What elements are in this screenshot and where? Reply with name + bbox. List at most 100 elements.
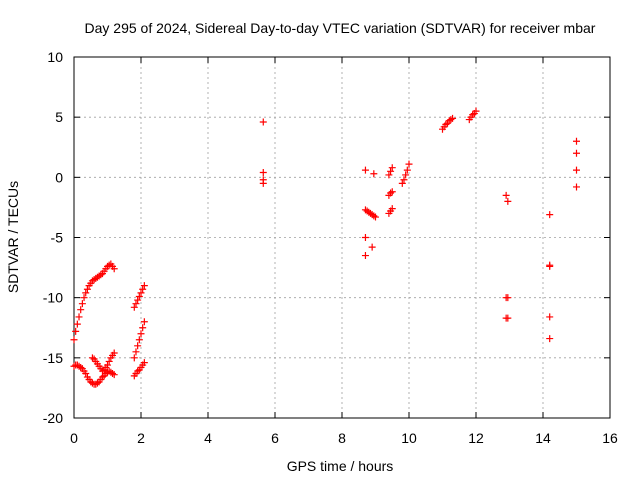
data-point-marker: [105, 357, 113, 365]
data-point-marker: [449, 114, 457, 122]
data-point-marker: [139, 285, 147, 293]
y-tick-label: -15: [43, 350, 63, 366]
data-point-marker: [93, 379, 101, 387]
data-point-marker: [137, 330, 145, 338]
data-point-marker: [137, 289, 145, 297]
y-axis-label: SDTVAR / TECUs: [5, 181, 21, 293]
y-tick-label: -5: [51, 230, 64, 246]
data-point-marker: [573, 137, 580, 145]
data-point-marker: [98, 373, 106, 381]
chart-title: Day 295 of 2024, Sidereal Day-to-day VTE…: [85, 20, 596, 36]
data-point-marker: [110, 265, 118, 273]
data-point-marker: [104, 361, 111, 369]
data-point-marker: [80, 294, 88, 302]
data-point-marker: [75, 313, 83, 321]
data-point-marker: [132, 348, 140, 356]
data-point-marker: [361, 252, 369, 260]
data-point-marker: [77, 306, 85, 314]
data-point-marker: [135, 336, 143, 344]
data-point-marker: [502, 191, 510, 199]
data-point-marker: [504, 197, 512, 205]
data-point-marker: [573, 183, 580, 191]
data-point-marker: [130, 354, 138, 362]
data-point-marker: [259, 179, 267, 187]
data-point-marker: [70, 336, 78, 344]
x-tick-label: 4: [204, 430, 212, 446]
y-tick-label: 10: [47, 49, 63, 65]
data-point-marker: [82, 289, 90, 297]
x-tick-label: 6: [271, 430, 279, 446]
data-point-marker: [361, 234, 369, 241]
data-point-marker: [372, 213, 379, 221]
x-axis-label: GPS time / hours: [287, 458, 394, 474]
data-point-marker: [387, 167, 395, 175]
x-tick-label: 0: [70, 430, 78, 446]
data-point-marker: [259, 169, 267, 177]
data-point-marker: [398, 179, 406, 187]
data-point-marker: [403, 166, 411, 174]
data-point-marker: [546, 211, 554, 219]
data-point-marker: [546, 335, 554, 343]
data-point-marker: [135, 292, 143, 300]
data-point-marker: [469, 111, 477, 119]
x-tick-label: 10: [401, 430, 417, 446]
data-point-marker: [82, 369, 90, 377]
data-point-marker: [110, 349, 118, 357]
x-tick-label: 2: [137, 430, 145, 446]
data-point-marker: [140, 359, 148, 367]
grid: [74, 57, 610, 418]
data-point-marker: [573, 166, 580, 174]
data-point-marker: [97, 271, 105, 279]
data-point-marker: [504, 294, 512, 302]
y-tick-label: -10: [43, 290, 63, 306]
data-point-marker: [546, 262, 554, 270]
y-tick-label: 0: [55, 169, 63, 185]
data-point-marker: [546, 313, 554, 321]
data-point-marker: [140, 318, 148, 326]
data-point-marker: [109, 369, 117, 377]
data-point-marker: [73, 320, 81, 328]
data-point-marker: [259, 118, 267, 126]
data-point-marker: [388, 164, 396, 172]
data-point-marker: [72, 327, 80, 335]
y-tick-label: 5: [55, 109, 63, 125]
data-point-marker: [139, 324, 147, 332]
x-tick-label: 8: [338, 430, 346, 446]
data-point-marker: [405, 160, 413, 168]
axis-ticks: 0 2 4 6 8 10 12 14 16 10 5 0 -5 -10 -15 -20: [43, 49, 618, 446]
data-point-marker: [130, 303, 138, 311]
data-point-marker: [472, 107, 480, 115]
data-point-marker: [134, 367, 142, 375]
x-tick-label: 12: [468, 430, 484, 446]
data-point-marker: [442, 120, 450, 128]
data-point-marker: [447, 116, 455, 124]
data-point-marker: [387, 189, 395, 197]
data-point-marker: [88, 354, 96, 362]
data-point-marker: [370, 170, 378, 178]
data-point-marker: [110, 371, 118, 379]
data-point-marker: [388, 205, 396, 213]
data-point-marker: [402, 171, 410, 179]
data-point-marker: [105, 261, 113, 269]
data-point-marker: [388, 188, 396, 196]
data-point-marker: [132, 300, 140, 308]
data-points: [70, 107, 580, 388]
x-tick-label: 14: [535, 430, 551, 446]
data-point-marker: [98, 367, 106, 375]
data-point-marker: [385, 171, 393, 179]
x-tick-label: 16: [602, 430, 618, 446]
data-point-marker: [134, 342, 142, 350]
data-point-marker: [573, 149, 580, 157]
data-point-marker: [134, 296, 142, 304]
data-point-marker: [368, 243, 376, 251]
y-tick-label: -20: [43, 410, 63, 426]
data-point-marker: [83, 285, 91, 293]
data-point-marker: [400, 176, 408, 184]
data-point-marker: [361, 166, 369, 174]
data-point-marker: [77, 363, 85, 371]
data-point-marker: [140, 282, 148, 290]
data-point-marker: [504, 314, 512, 322]
data-point-marker: [370, 212, 378, 220]
data-point-marker: [78, 300, 86, 308]
